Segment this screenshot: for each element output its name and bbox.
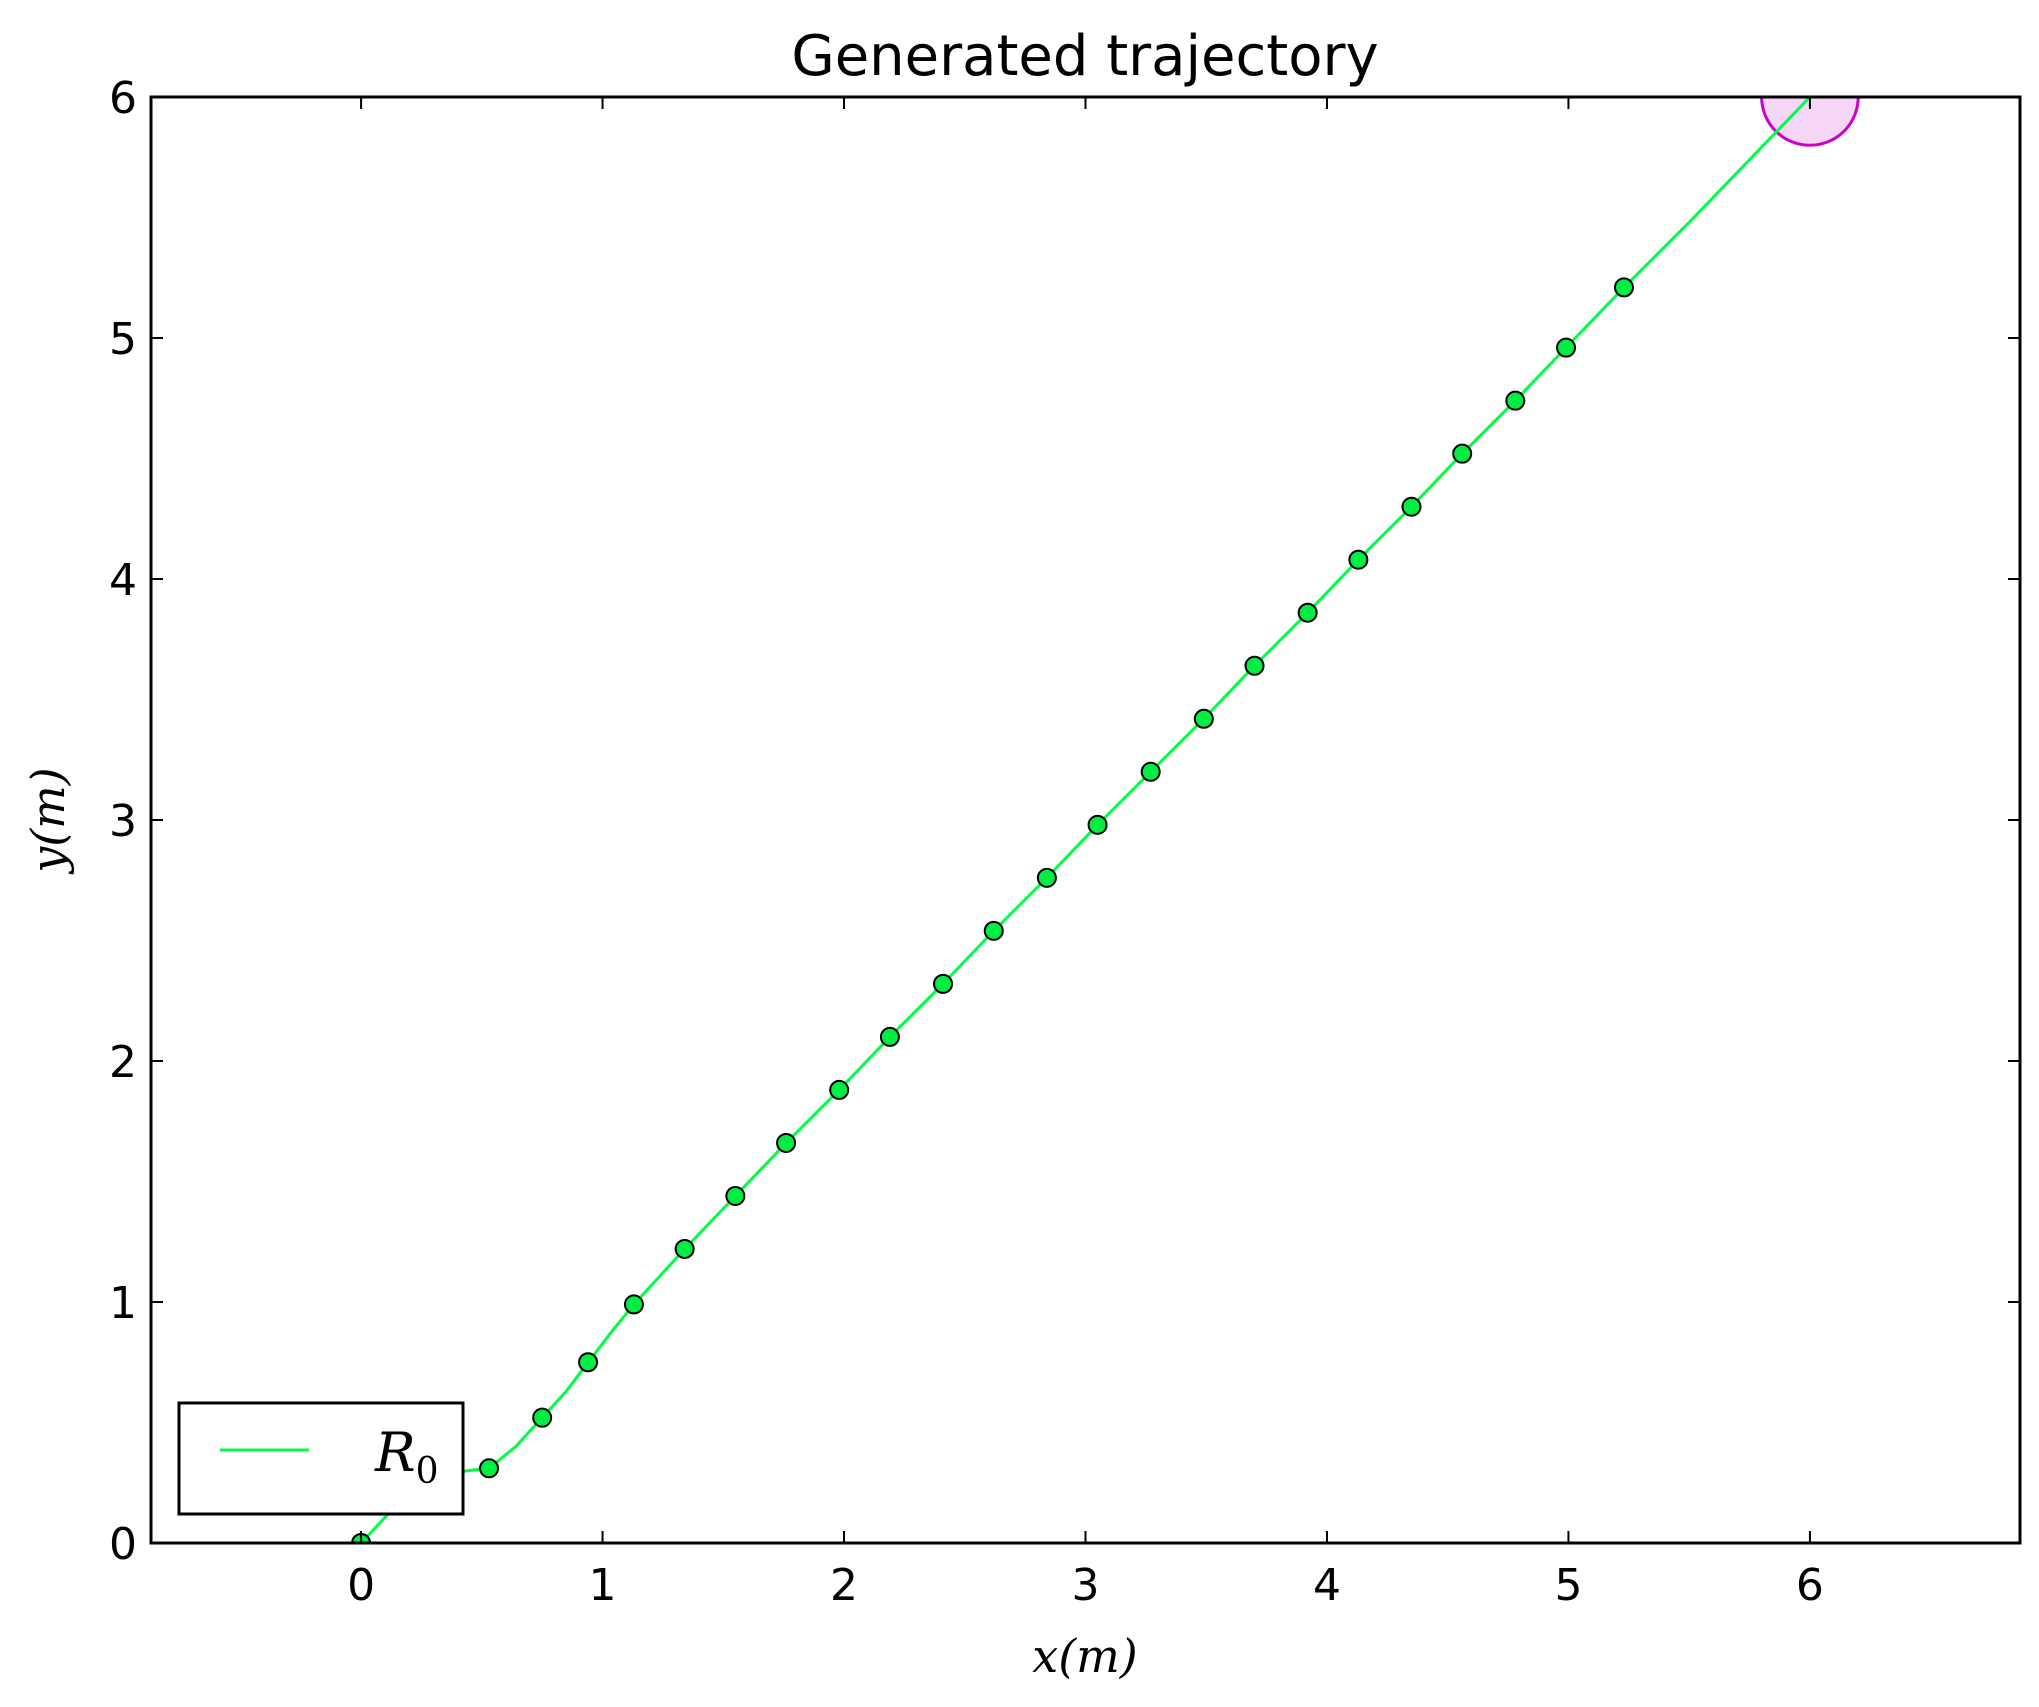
data-point	[1348, 549, 1369, 570]
legend-label-subscript: 0	[416, 1451, 439, 1492]
x-tick-label: 6	[1796, 1560, 1824, 1611]
data-point	[933, 973, 954, 994]
y-tick-label: 6	[109, 73, 137, 124]
legend: R0	[177, 1401, 465, 1516]
data-point	[1613, 277, 1634, 298]
data-point	[776, 1132, 797, 1153]
x-tick-labels: 0 1 2 3 4 5 6	[347, 1560, 1824, 1611]
x-axis-label: x(m)	[1032, 1629, 1137, 1683]
data-point	[1505, 390, 1526, 411]
legend-box	[177, 1401, 465, 1516]
series-markers	[351, 277, 1634, 1543]
data-point	[1140, 761, 1161, 782]
goal-region	[1760, 97, 1860, 147]
x-tick-label: 2	[830, 1560, 858, 1611]
y-tick-label: 3	[109, 796, 137, 847]
data-point	[1401, 496, 1422, 517]
data-point	[532, 1407, 553, 1428]
y-tick-label: 0	[109, 1519, 137, 1570]
data-point	[829, 1079, 850, 1100]
y-tick-label: 1	[109, 1278, 137, 1329]
x-tick-label: 1	[589, 1560, 617, 1611]
axis-ticks	[151, 96, 2020, 1544]
y-axis-label: y(m)	[21, 767, 75, 875]
goal-circle	[1760, 97, 1860, 147]
y-tick-labels: 0 1 2 3 4 5 6	[109, 73, 137, 1570]
y-tick-label: 5	[109, 314, 137, 365]
data-point	[1036, 867, 1057, 888]
x-tick-label: 3	[1072, 1560, 1100, 1611]
data-point	[1297, 602, 1318, 623]
chart-title: Generated trajectory	[791, 24, 1378, 89]
x-tick-label: 0	[347, 1560, 375, 1611]
data-point	[674, 1238, 695, 1259]
plot-area	[351, 97, 1860, 1543]
data-point	[1556, 337, 1577, 358]
legend-label: R0	[374, 1421, 439, 1492]
data-point	[578, 1352, 599, 1373]
data-point	[1452, 443, 1473, 464]
x-tick-label: 5	[1554, 1560, 1582, 1611]
data-point	[879, 1026, 900, 1047]
x-tick-label: 4	[1313, 1560, 1341, 1611]
y-tick-label: 2	[109, 1037, 137, 1088]
data-point	[1087, 814, 1108, 835]
data-point	[623, 1294, 644, 1315]
data-point	[983, 920, 1004, 941]
y-tick-label: 4	[109, 555, 137, 606]
series-lines	[360, 97, 1811, 1543]
series-line	[360, 97, 1811, 1543]
legend-label-main: R	[374, 1421, 416, 1484]
data-point	[1193, 708, 1214, 729]
plot-frame	[149, 95, 2022, 1545]
data-point	[479, 1458, 500, 1479]
data-point	[1244, 655, 1265, 676]
data-point	[725, 1185, 746, 1206]
